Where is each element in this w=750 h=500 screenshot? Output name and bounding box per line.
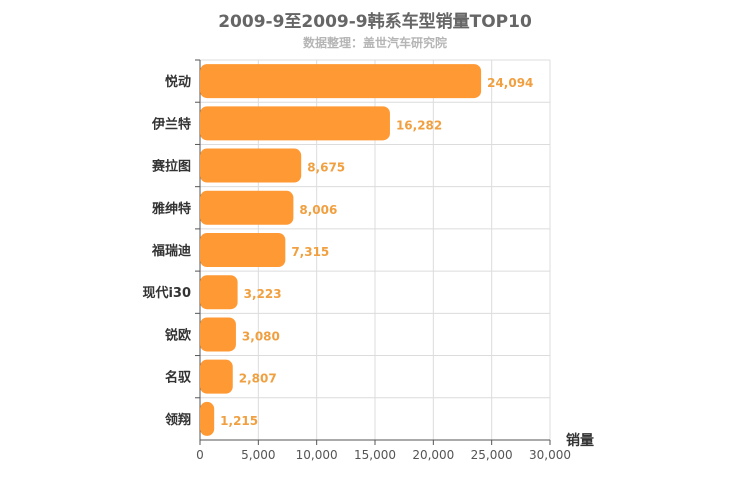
bar xyxy=(200,275,238,310)
data-label: 3,223 xyxy=(244,287,282,301)
x-tick-label: 10,000 xyxy=(296,448,338,462)
bar xyxy=(200,106,390,141)
bar xyxy=(200,64,482,99)
category-label: 赛拉图 xyxy=(151,159,191,175)
category-label: 现代i30 xyxy=(142,285,191,301)
data-label: 2,807 xyxy=(239,372,277,386)
bar xyxy=(200,233,286,267)
x-tick-label: 20,000 xyxy=(412,448,454,462)
category-label: 领翔 xyxy=(165,412,191,428)
category-label: 雅绅特 xyxy=(152,201,191,217)
x-tick-label: 30,000 xyxy=(529,448,571,462)
category-label: 锐欧 xyxy=(165,327,191,343)
x-tick-label: 15,000 xyxy=(354,448,396,462)
data-label: 7,315 xyxy=(291,245,329,259)
bar xyxy=(200,401,215,436)
x-tick-label: 0 xyxy=(196,448,204,462)
chart-subtitle: 数据整理：盖世汽车研究院 xyxy=(302,36,447,50)
data-label: 16,282 xyxy=(396,118,442,132)
chart-title: 2009-9至2009-9韩系车型销量TOP10 xyxy=(218,12,532,32)
x-axis-label: 销量 xyxy=(566,432,594,449)
category-label: 伊兰特 xyxy=(151,116,191,132)
bar xyxy=(200,359,233,394)
bar xyxy=(200,190,294,225)
category-label: 福瑞迪 xyxy=(151,243,191,259)
x-tick-label: 5,000 xyxy=(241,448,275,462)
category-label: 名驭 xyxy=(165,370,192,386)
data-label: 24,094 xyxy=(487,76,533,90)
bar xyxy=(200,148,302,183)
bar xyxy=(200,317,236,352)
data-label: 8,675 xyxy=(307,161,345,175)
data-label: 3,080 xyxy=(242,329,280,343)
data-label: 1,215 xyxy=(220,414,258,428)
category-label: 悦动 xyxy=(165,74,191,90)
x-tick-label: 25,000 xyxy=(471,448,513,462)
data-label: 8,006 xyxy=(299,203,337,217)
